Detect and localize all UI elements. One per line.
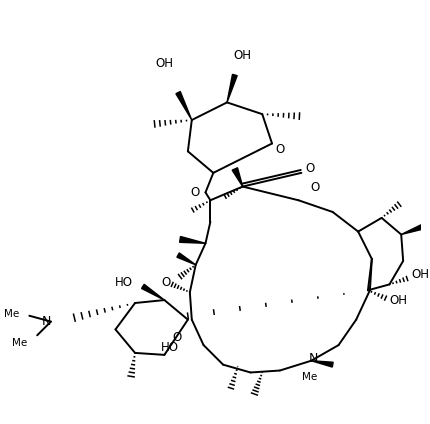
Polygon shape	[180, 237, 206, 243]
Text: O: O	[190, 186, 200, 199]
Polygon shape	[227, 74, 237, 103]
Polygon shape	[141, 285, 164, 300]
Polygon shape	[176, 92, 192, 120]
Text: HO: HO	[161, 340, 179, 354]
Text: OH: OH	[411, 268, 429, 281]
Polygon shape	[311, 361, 333, 367]
Text: Me: Me	[12, 338, 28, 348]
Text: O: O	[305, 162, 315, 176]
Text: O: O	[173, 331, 182, 344]
Text: HO: HO	[115, 276, 133, 289]
Text: Me: Me	[301, 372, 317, 382]
Text: OH: OH	[233, 49, 252, 62]
Text: OH: OH	[155, 57, 173, 70]
Polygon shape	[232, 168, 243, 187]
Text: OH: OH	[390, 293, 408, 307]
Text: N: N	[42, 315, 51, 328]
Polygon shape	[177, 253, 196, 265]
Text: N: N	[308, 352, 318, 365]
Text: O: O	[161, 276, 170, 289]
Text: Me: Me	[4, 309, 20, 319]
Text: O: O	[275, 143, 284, 156]
Polygon shape	[401, 224, 424, 234]
Text: O: O	[310, 181, 320, 194]
